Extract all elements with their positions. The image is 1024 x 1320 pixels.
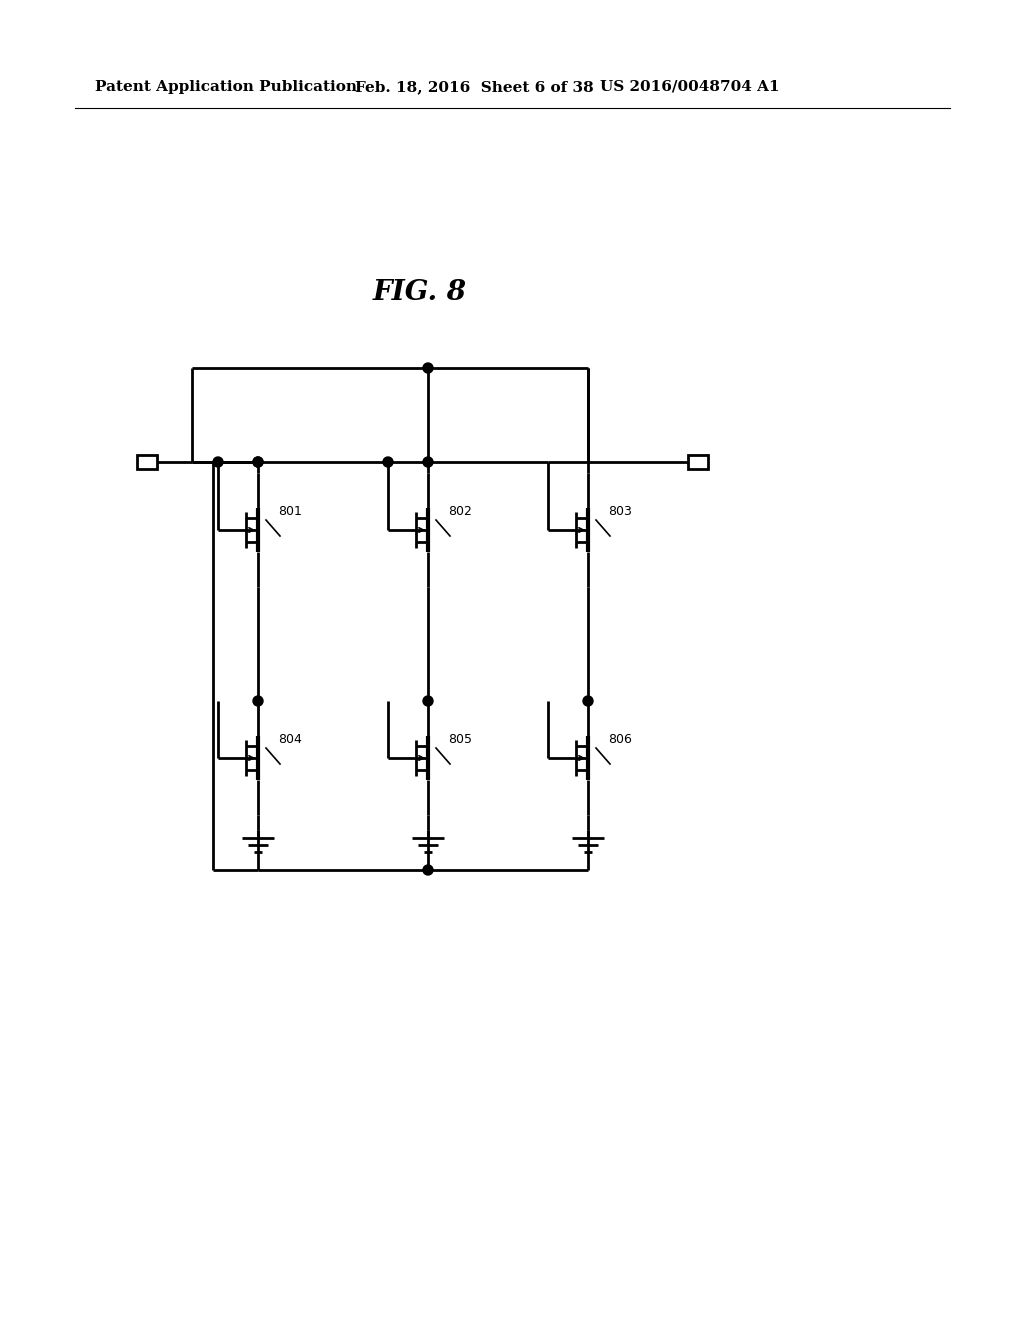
Circle shape bbox=[423, 457, 433, 467]
Circle shape bbox=[583, 696, 593, 706]
Bar bbox=[137, 455, 157, 469]
Circle shape bbox=[253, 457, 263, 467]
Circle shape bbox=[423, 363, 433, 374]
Text: 804: 804 bbox=[278, 733, 302, 746]
Text: Feb. 18, 2016  Sheet 6 of 38: Feb. 18, 2016 Sheet 6 of 38 bbox=[355, 81, 594, 94]
Circle shape bbox=[253, 696, 263, 706]
Text: FIG. 8: FIG. 8 bbox=[373, 279, 467, 306]
Text: 802: 802 bbox=[449, 506, 472, 517]
Text: 803: 803 bbox=[608, 506, 632, 517]
Text: 801: 801 bbox=[278, 506, 302, 517]
Text: 806: 806 bbox=[608, 733, 632, 746]
Circle shape bbox=[253, 457, 263, 467]
Text: Patent Application Publication: Patent Application Publication bbox=[95, 81, 357, 94]
Circle shape bbox=[383, 457, 393, 467]
Circle shape bbox=[423, 865, 433, 875]
Bar bbox=[688, 455, 708, 469]
Circle shape bbox=[213, 457, 223, 467]
Text: US 2016/0048704 A1: US 2016/0048704 A1 bbox=[600, 81, 779, 94]
Circle shape bbox=[423, 696, 433, 706]
Text: 805: 805 bbox=[449, 733, 472, 746]
